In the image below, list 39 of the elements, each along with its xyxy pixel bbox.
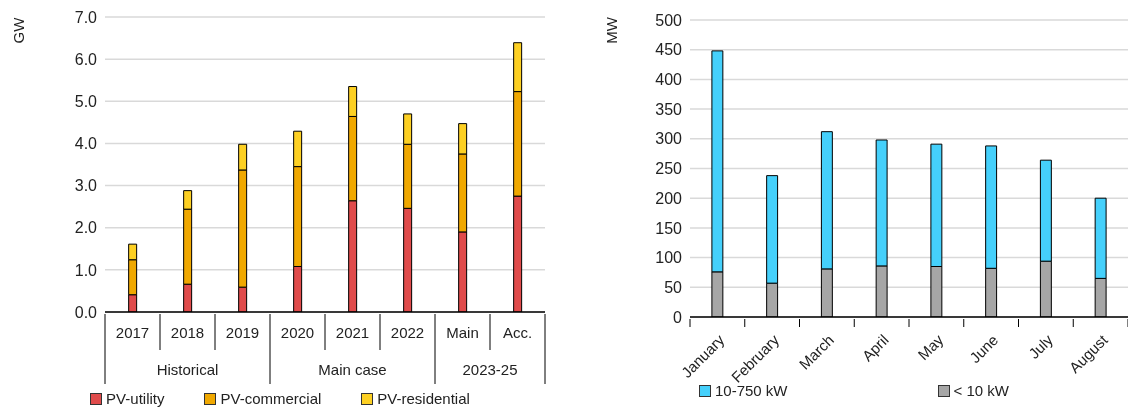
y-tick-label: 1.0 bbox=[74, 261, 98, 279]
y-tick-label: 7.0 bbox=[74, 8, 98, 26]
y-tick-label: 250 bbox=[655, 160, 683, 178]
legend-label: 10-750 kW bbox=[715, 382, 788, 399]
text: 2023-25 bbox=[462, 361, 518, 378]
x-tick-label: 2019 bbox=[225, 324, 260, 341]
y-tick-label: 500 bbox=[655, 11, 683, 29]
legend-label: PV-residential bbox=[377, 390, 470, 407]
legend-label: PV-utility bbox=[106, 390, 165, 407]
x-tick-label: 2021 bbox=[335, 324, 370, 341]
y-tick-label: 450 bbox=[655, 41, 683, 59]
x-tick-label: 2018 bbox=[170, 324, 205, 341]
y-tick-label: 4.0 bbox=[74, 135, 98, 153]
y-tick-label: 6.0 bbox=[74, 50, 98, 68]
y-tick-label: 400 bbox=[655, 71, 683, 89]
x-tick-label: May bbox=[914, 330, 947, 364]
text: Main case bbox=[318, 361, 387, 378]
y-tick-label: 50 bbox=[664, 278, 683, 296]
y-tick-label: 0.0 bbox=[74, 303, 98, 321]
y-axis-title: MW bbox=[602, 17, 620, 44]
x-tick-label: July bbox=[1025, 330, 1057, 362]
y-axis-title: GW bbox=[10, 17, 28, 44]
x-tick-label: 2020 bbox=[280, 324, 315, 341]
legend-label: < 10 kW bbox=[953, 382, 1009, 399]
x-tick-label: 2022 bbox=[390, 324, 425, 341]
y-tick-label: 5.0 bbox=[74, 92, 98, 110]
y-tick-label: 350 bbox=[655, 100, 683, 118]
y-tick-label: 200 bbox=[655, 189, 683, 207]
y-tick-label: 2.0 bbox=[74, 219, 98, 237]
y-tick-label: 300 bbox=[655, 130, 683, 148]
y-tick-label: 100 bbox=[655, 249, 683, 267]
y-tick-label: 150 bbox=[655, 219, 683, 237]
x-tick-label: 2017 bbox=[115, 324, 150, 341]
y-tick-label: 0 bbox=[673, 308, 683, 326]
x-tick-label: Main bbox=[446, 324, 479, 341]
x-tick-label: Acc. bbox=[502, 324, 533, 341]
legend-label: PV-commercial bbox=[220, 390, 322, 407]
text: Historical bbox=[156, 361, 219, 378]
y-tick-label: 3.0 bbox=[74, 177, 98, 195]
